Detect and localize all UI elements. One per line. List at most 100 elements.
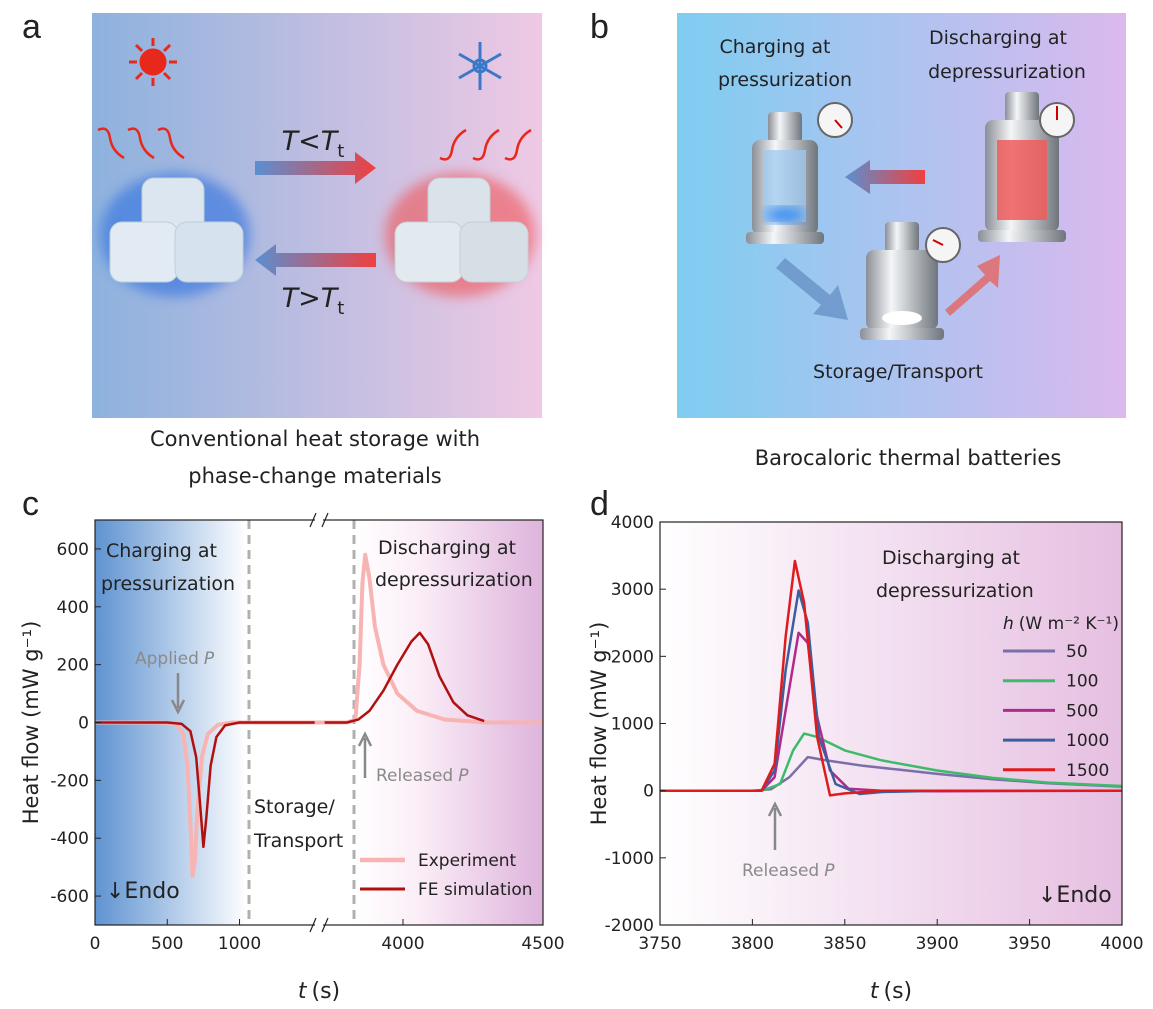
data-line: [324, 631, 485, 724]
data-line: [95, 720, 319, 878]
plot-bg: [660, 522, 1122, 925]
y-tick-label: 4000: [611, 513, 654, 533]
cylinder-discharging: [978, 92, 1066, 242]
y-tick-label: 0: [78, 714, 89, 734]
y-tick-label: -600: [50, 887, 89, 907]
var: P: [824, 861, 835, 881]
panel-letter: b: [590, 8, 609, 46]
y-tick-label: 2000: [611, 647, 654, 667]
x-tick-label: 4000: [1100, 934, 1143, 954]
gauges: [817, 102, 1075, 263]
y-tick-label: 600: [57, 540, 89, 560]
y-tick-label: 0: [643, 782, 654, 802]
var: T: [321, 126, 340, 157]
x-tick-label: 4000: [381, 934, 424, 954]
y-tick-label: 3000: [611, 580, 654, 600]
axis-break: [309, 917, 329, 933]
var: T: [282, 126, 301, 157]
annotations-c: Charging at pressurization Applied P Stor…: [101, 537, 533, 904]
y-tick-label: -2000: [605, 916, 654, 936]
heat-waves: [97, 127, 532, 161]
y-axis-label: Heat flow (mW g⁻¹): [19, 621, 43, 825]
annotation: Discharging at: [378, 537, 516, 559]
annotation: ↓Endo: [106, 879, 180, 904]
label: Charging at: [719, 36, 830, 58]
legend-label: FE simulation: [418, 880, 533, 900]
legend-label: Experiment: [418, 851, 517, 871]
legend-label: 1500: [1066, 761, 1109, 781]
var: P: [458, 766, 469, 786]
label: Discharging at: [929, 27, 1067, 49]
annotation: pressurization: [101, 573, 235, 595]
var: T: [282, 283, 301, 314]
ice-warm: [385, 173, 535, 297]
caption: phase-change materials: [188, 464, 442, 488]
subscript: t: [337, 141, 344, 162]
chart-c: -600 -400 -200 0 200 400 600 0 500 1000 4000 4500 He…: [19, 512, 565, 1004]
chart-d: -2000 -1000 0 1000 2000 3000 4000 3750 3800 3850 3…: [587, 513, 1144, 1004]
y-tick-label: 200: [57, 656, 89, 676]
annotation: ↓Endo: [1038, 883, 1112, 908]
var: t: [298, 979, 308, 1004]
y-tick-label: 1000: [611, 715, 654, 735]
backward-condition: T>Tt: [282, 283, 345, 319]
var: t: [870, 979, 880, 1004]
text: Applied: [135, 649, 199, 669]
arrow-backward: [255, 244, 376, 276]
var: T: [321, 283, 340, 314]
var: P: [204, 649, 215, 669]
x-tick-label: 3900: [916, 934, 959, 954]
lines: [95, 552, 543, 878]
caption: Conventional heat storage with: [150, 427, 480, 451]
cylinder-charging: [746, 112, 824, 244]
x-tick-label: 3850: [823, 934, 866, 954]
axis-break-gap: [315, 922, 323, 928]
annotation: Transport: [253, 830, 343, 852]
arrow: [170, 673, 186, 715]
forward-condition: T<Tt: [282, 126, 345, 162]
y-axis-label: Heat flow (mW g⁻¹): [587, 622, 611, 826]
axis-break-gap: [315, 517, 323, 523]
legend-label: 1000: [1066, 731, 1109, 751]
arrow: [845, 160, 925, 194]
sun: [129, 38, 177, 86]
unit: (s): [884, 979, 913, 1004]
x-tick-label: 4500: [521, 934, 564, 954]
label: pressurization: [718, 69, 852, 91]
panel-letter: a: [22, 8, 41, 46]
snowflake: [458, 42, 502, 90]
unit: (W m⁻² K⁻¹): [1019, 614, 1119, 634]
ice-cold: [100, 173, 250, 297]
data-line: [319, 552, 543, 725]
op: <: [298, 126, 321, 157]
x-tick-label: 1000: [218, 934, 261, 954]
x-axis-label: t (s): [870, 979, 912, 1004]
annotation: Released P: [742, 861, 835, 881]
label: Storage/Transport: [813, 361, 983, 383]
data-line: [95, 721, 315, 849]
caption: Barocaloric thermal batteries: [755, 446, 1062, 470]
x-tick-label: 0: [90, 934, 101, 954]
legend-label: 50: [1066, 642, 1088, 662]
op: >: [298, 283, 321, 314]
y-tick-label: -1000: [605, 849, 654, 869]
panel-letter: c: [22, 485, 39, 523]
x-tick-label: 3750: [638, 934, 681, 954]
data-line: [660, 732, 1122, 792]
x-tick-label: 3950: [1008, 934, 1051, 954]
cylinder-storage: [860, 222, 944, 340]
text: Released: [376, 766, 453, 786]
annotation: Released P: [376, 766, 469, 786]
arrow-forward: [255, 152, 376, 184]
axis-break: [309, 512, 329, 528]
arrow: [767, 801, 783, 850]
label: depressurization: [928, 61, 1086, 83]
arrow: [945, 255, 1000, 316]
legend-title: h (W m⁻² K⁻¹): [1003, 614, 1119, 634]
y-tick-label: -400: [50, 829, 89, 849]
annotation: Storage/: [254, 796, 335, 818]
annotation: depressurization: [375, 569, 533, 591]
subscript: t: [337, 298, 344, 319]
